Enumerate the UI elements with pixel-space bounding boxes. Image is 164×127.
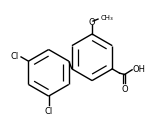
Text: OH: OH bbox=[133, 65, 146, 74]
Text: Cl: Cl bbox=[10, 52, 18, 61]
Text: O: O bbox=[89, 18, 95, 27]
Text: Cl: Cl bbox=[44, 107, 53, 116]
Text: O: O bbox=[121, 85, 128, 94]
Text: CH₃: CH₃ bbox=[100, 15, 113, 21]
